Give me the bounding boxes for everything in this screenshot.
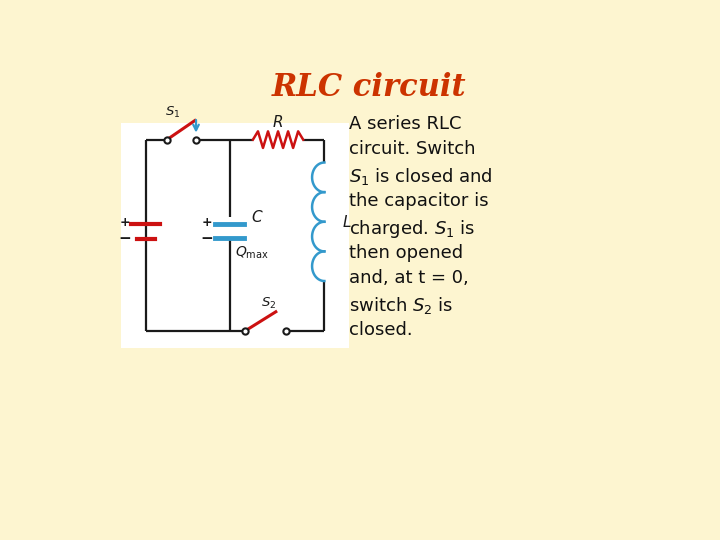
Text: charged. $S_1$ is: charged. $S_1$ is [349,218,476,240]
FancyBboxPatch shape [121,123,349,348]
Text: −: − [201,231,214,246]
Text: closed.: closed. [349,321,413,339]
Text: then opened: then opened [349,244,464,261]
Text: A series RLC: A series RLC [349,114,462,133]
Text: $L$: $L$ [342,214,352,230]
Text: RLC circuit: RLC circuit [271,72,467,103]
Text: circuit. Switch: circuit. Switch [349,140,476,158]
Text: $S_1$: $S_1$ [165,105,180,120]
Text: −: − [118,231,131,246]
Text: +: + [120,217,130,230]
Text: +: + [202,217,212,230]
Text: switch $S_2$ is: switch $S_2$ is [349,295,454,316]
Text: $Q_{\mathrm{max}}$: $Q_{\mathrm{max}}$ [235,245,269,261]
Text: $S_2$: $S_2$ [261,296,276,312]
Text: $R$: $R$ [272,114,284,130]
Text: $C$: $C$ [251,208,264,225]
Text: the capacitor is: the capacitor is [349,192,489,210]
Text: and, at t = 0,: and, at t = 0, [349,269,469,287]
Text: $S_1$ is closed and: $S_1$ is closed and [349,166,493,187]
